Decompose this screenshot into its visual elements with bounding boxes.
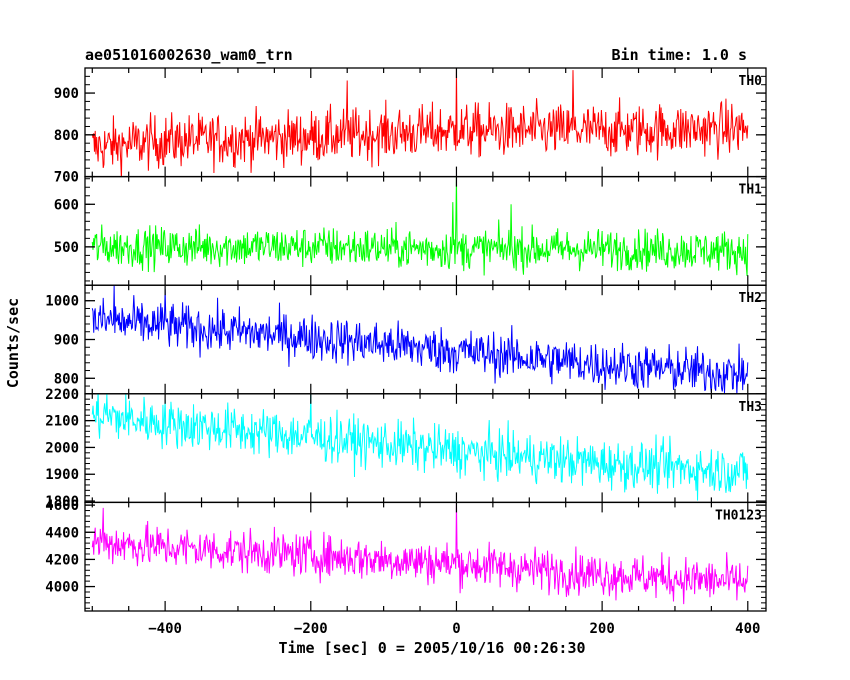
panel-th1: 500 600 TH1: [54, 175, 767, 286]
series-th0123: [91, 502, 749, 605]
panel-th3: 1800 1900 2000 2100 2200 TH3: [45, 387, 767, 510]
y-tick-label: 4200: [45, 552, 79, 568]
y-tick-label: 700: [54, 170, 79, 186]
x-tick-label: 400: [735, 621, 760, 637]
panel-label-th2: TH2: [739, 291, 762, 306]
panels-group: 700 800 900 TH0 500 600 TH1 800 900 1000 TH2 1800 19…: [45, 67, 767, 612]
series-th3: [91, 393, 749, 501]
x-axis: −400 −200 0 200 400: [148, 621, 760, 637]
y-tick-label: 800: [54, 128, 79, 144]
x-tick-label: 200: [589, 621, 614, 637]
panel-th0: 700 800 900 TH0: [54, 67, 767, 186]
x-tick-label: −400: [148, 621, 182, 637]
x-tick-label: 0: [452, 621, 460, 637]
y-tick-label: 2000: [45, 440, 79, 456]
y-tick-label: 800: [54, 371, 79, 387]
plot-title: ae051016002630_wam0_trn: [85, 46, 293, 64]
y-tick-label: 600: [54, 197, 79, 213]
y-tick-label: 900: [54, 86, 79, 102]
series-th2: [91, 285, 749, 394]
bin-time-label: Bin time: 1.0 s: [612, 46, 747, 64]
y-tick-label: 4400: [45, 525, 79, 541]
y-tick-label: 4600: [45, 498, 79, 514]
x-axis-title: Time [sec] 0 = 2005/10/16 00:26:30: [278, 639, 585, 657]
y-tick-label: 1900: [45, 467, 79, 483]
y-tick-label: 2200: [45, 387, 79, 403]
y-tick-label: 900: [54, 333, 79, 349]
panel-label-th1: TH1: [739, 183, 763, 198]
y-tick-label: 1800: [45, 494, 79, 510]
y-tick-label: 2100: [45, 414, 79, 430]
panel-label-th3: TH3: [739, 400, 762, 415]
panel-label-th0123: TH0123: [715, 508, 762, 523]
y-axis-title: Counts/sec: [4, 298, 22, 388]
y-tick-label: 1000: [45, 294, 79, 310]
series-th1: [91, 176, 749, 277]
y-tick-label: 500: [54, 240, 79, 256]
y-tick-label: 4000: [45, 580, 79, 596]
panel-frame: [84, 175, 767, 286]
x-tick-label: −200: [294, 621, 328, 637]
panel-th2: 800 900 1000 TH2: [45, 284, 767, 395]
panel-th0123: 4000 4200 4400 4600 TH0123: [45, 498, 767, 612]
panel-label-th0: TH0: [739, 74, 763, 89]
panel-frame: [84, 501, 767, 612]
series-th0: [91, 68, 749, 177]
